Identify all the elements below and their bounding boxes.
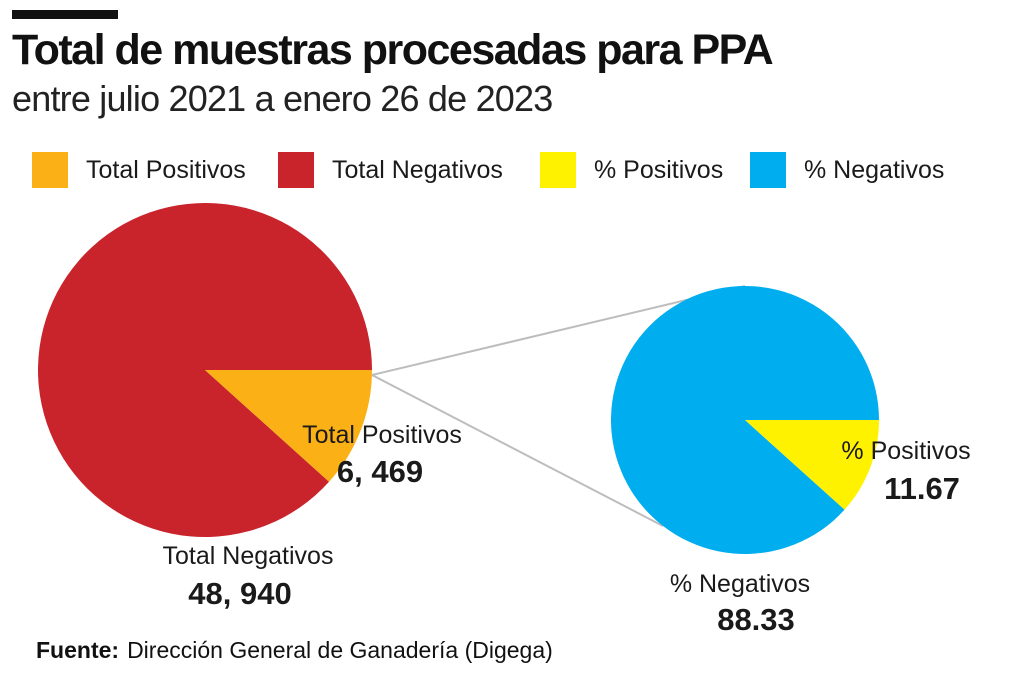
pie-slice-total-positivos [205, 370, 372, 482]
source-text: Dirección General de Ganadería (Digega) [127, 637, 553, 663]
legend-item-pct-positivos: % Positivos [540, 148, 723, 192]
data-label-pct-negativos-name: % Negativos [670, 570, 810, 598]
legend-swatch-total-negativos [278, 152, 314, 188]
legend-swatch-pct-positivos [540, 152, 576, 188]
chart-subtitle: entre julio 2021 a enero 26 de 2023 [12, 78, 553, 119]
legend-label-pct-positivos: % Positivos [594, 155, 724, 184]
legend: Total Positivos Total Negativos % Positi… [0, 148, 1024, 192]
data-label-pct-positivos-value: 11.67 [884, 471, 960, 506]
legend-item-total-positivos: Total Positivos [32, 148, 246, 192]
data-label-total-negativos-value: 48, 940 [188, 576, 291, 611]
legend-label-pct-negativos: % Negativos [804, 155, 945, 184]
source-note: Fuente: Dirección General de Ganadería (D… [36, 637, 553, 664]
data-label-pct-positivos-name: % Positivos [841, 437, 970, 465]
header-accent-bar [12, 10, 118, 19]
source-label: Fuente: [36, 637, 120, 663]
data-label-total-negativos-name: Total Negativos [163, 542, 334, 570]
legend-item-pct-negativos: % Negativos [750, 148, 944, 192]
legend-swatch-total-positivos [32, 152, 68, 188]
chart-title: Total de muestras procesadas para PPA [12, 26, 774, 74]
connector-line-top [371, 285, 746, 376]
legend-label-total-negativos: Total Negativos [332, 155, 503, 184]
legend-swatch-pct-negativos [750, 152, 786, 188]
data-label-total-positivos-value: 6, 469 [337, 454, 423, 489]
data-label-pct-negativos-value: 88.33 [717, 602, 795, 637]
connector-line-bottom [371, 374, 664, 527]
pie-slice-pct-positivos [745, 420, 879, 510]
pie-slice-pct-negativos [611, 285, 879, 554]
legend-item-total-negativos: Total Negativos [278, 148, 503, 192]
pie-slice-total-negativos [38, 203, 373, 538]
data-label-total-positivos-name: Total Positivos [302, 421, 462, 449]
legend-label-total-positivos: Total Positivos [86, 155, 246, 184]
